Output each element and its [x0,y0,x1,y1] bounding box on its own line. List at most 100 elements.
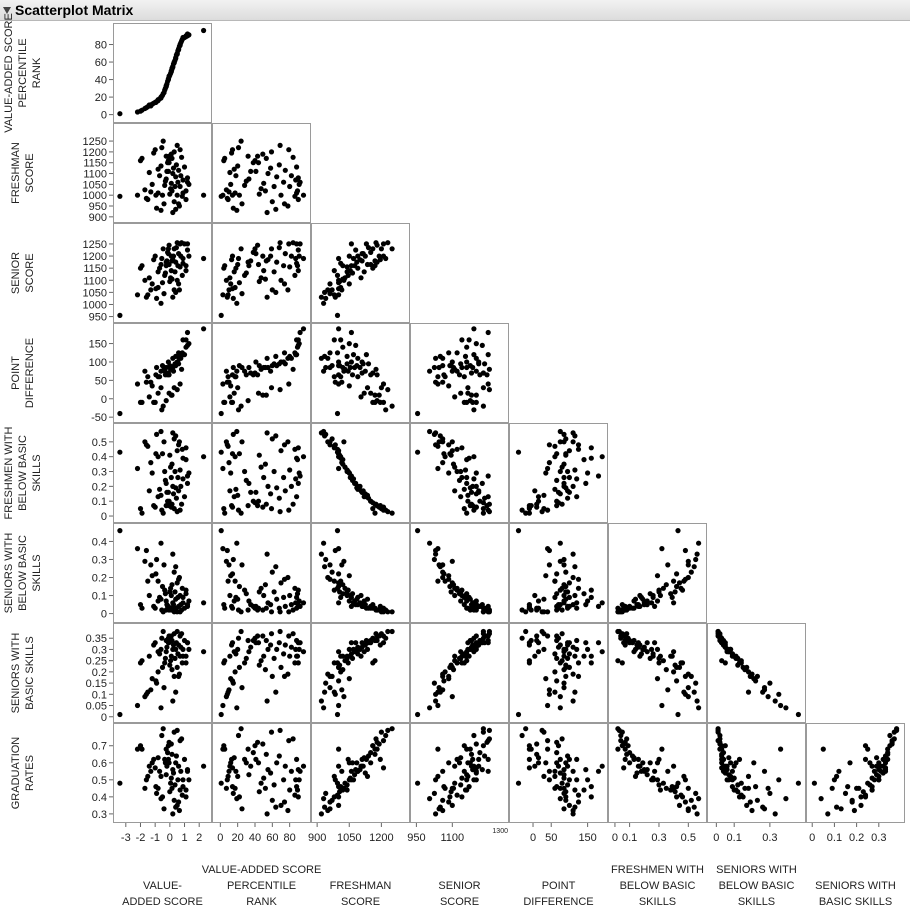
data-point[interactable] [433,355,439,361]
data-point[interactable] [574,600,580,606]
data-point[interactable] [358,394,364,400]
data-point[interactable] [348,651,354,657]
data-point[interactable] [233,486,239,492]
data-point[interactable] [235,773,241,780]
data-point[interactable] [322,353,328,359]
data-point[interactable] [169,461,175,467]
data-point[interactable] [480,743,486,749]
data-point[interactable] [176,488,182,494]
data-point[interactable] [378,729,384,735]
data-point[interactable] [218,410,224,417]
data-point[interactable] [171,673,177,680]
data-point[interactable] [376,741,382,747]
data-point[interactable] [159,192,166,198]
data-point[interactable] [186,253,192,259]
data-point[interactable] [226,189,232,195]
data-point[interactable] [336,277,342,283]
data-point[interactable] [581,653,587,659]
data-point[interactable] [557,796,563,802]
data-point[interactable] [170,368,177,374]
data-point[interactable] [561,461,567,467]
data-point[interactable] [353,602,359,608]
data-point[interactable] [155,269,161,275]
data-point[interactable] [458,361,464,367]
data-point[interactable] [688,797,694,803]
data-point[interactable] [776,777,782,783]
data-point[interactable] [262,188,268,194]
data-point[interactable] [649,646,655,653]
data-point[interactable] [173,55,179,62]
data-point[interactable] [183,196,189,203]
data-point[interactable] [370,370,376,376]
data-point[interactable] [552,486,558,492]
data-point[interactable] [253,359,259,365]
data-point[interactable] [588,445,594,451]
data-point[interactable] [376,392,382,398]
data-point[interactable] [585,646,591,653]
data-point[interactable] [218,449,224,455]
data-point[interactable] [134,381,141,387]
data-point[interactable] [671,578,677,584]
data-point[interactable] [201,255,207,262]
data-point[interactable] [169,392,175,398]
data-point[interactable] [561,582,567,588]
data-point[interactable] [485,640,491,646]
data-point[interactable] [346,383,352,389]
data-point[interactable] [294,352,300,358]
data-point[interactable] [170,491,177,497]
data-point[interactable] [273,564,279,570]
data-point[interactable] [685,685,691,691]
data-point[interactable] [363,352,369,358]
data-point[interactable] [348,640,354,646]
data-point[interactable] [146,488,152,494]
data-point[interactable] [539,628,545,635]
data-point[interactable] [166,372,172,378]
data-point[interactable] [290,366,296,372]
data-point[interactable] [323,680,329,686]
data-point[interactable] [273,689,279,695]
data-point[interactable] [433,547,439,554]
data-point[interactable] [169,751,175,757]
data-point[interactable] [742,785,748,791]
data-point[interactable] [261,592,267,599]
data-point[interactable] [380,609,387,615]
data-point[interactable] [581,787,587,793]
data-point[interactable] [660,658,667,664]
data-point[interactable] [222,746,228,752]
data-point[interactable] [245,503,251,509]
data-point[interactable] [736,756,743,763]
data-point[interactable] [137,506,144,512]
data-point[interactable] [745,773,752,780]
data-point[interactable] [352,772,358,778]
data-point[interactable] [149,383,155,389]
data-point[interactable] [260,504,266,510]
data-point[interactable] [282,642,288,648]
data-point[interactable] [862,794,869,800]
data-point[interactable] [184,179,191,185]
data-point[interactable] [546,460,553,466]
data-point[interactable] [229,784,236,790]
data-point[interactable] [719,658,725,664]
data-point[interactable] [691,689,697,695]
data-point[interactable] [344,353,350,359]
data-point[interactable] [181,494,188,500]
data-point[interactable] [173,289,179,295]
data-point[interactable] [264,430,270,436]
data-point[interactable] [348,329,354,336]
data-point[interactable] [534,605,540,611]
data-point[interactable] [720,756,727,763]
data-point[interactable] [336,372,342,378]
data-point[interactable] [467,398,473,404]
data-point[interactable] [894,727,900,734]
data-point[interactable] [466,784,472,790]
data-point[interactable] [654,676,661,682]
data-point[interactable] [459,445,465,451]
data-point[interactable] [674,678,680,684]
data-point[interactable] [297,603,303,610]
data-point[interactable] [169,785,175,791]
data-point[interactable] [887,732,893,739]
data-point[interactable] [183,660,189,666]
data-point[interactable] [278,192,284,198]
data-point[interactable] [177,183,183,190]
data-point[interactable] [162,591,168,597]
